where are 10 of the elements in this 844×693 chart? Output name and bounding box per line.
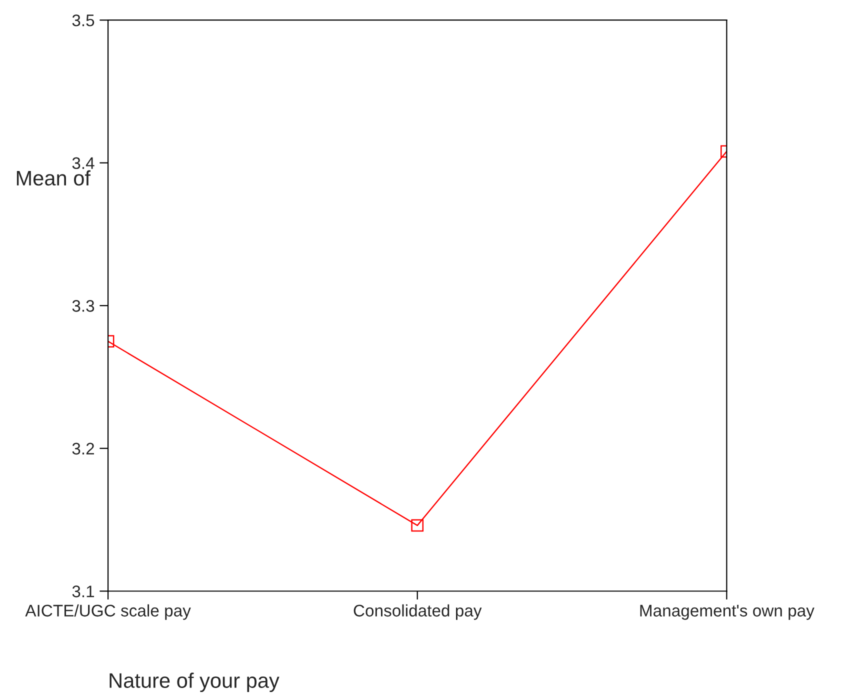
x-tick-label: Management's own pay — [640, 604, 814, 620]
y-axis-title: Mean of — [16, 170, 91, 186]
y-tick-label: 3.3 — [72, 300, 94, 312]
x-axis-title: Nature of your pay — [110, 672, 280, 692]
x-tick-label: Consolidated pay — [354, 604, 482, 620]
y-tick-label: 3.2 — [72, 442, 94, 455]
y-tick-label: 3.5 — [72, 14, 94, 26]
x-tick-label: AICTE/UGC scale pay — [25, 604, 191, 620]
y-tick-label: 3.1 — [72, 586, 94, 598]
y-tick-label: 3.4 — [72, 157, 94, 170]
